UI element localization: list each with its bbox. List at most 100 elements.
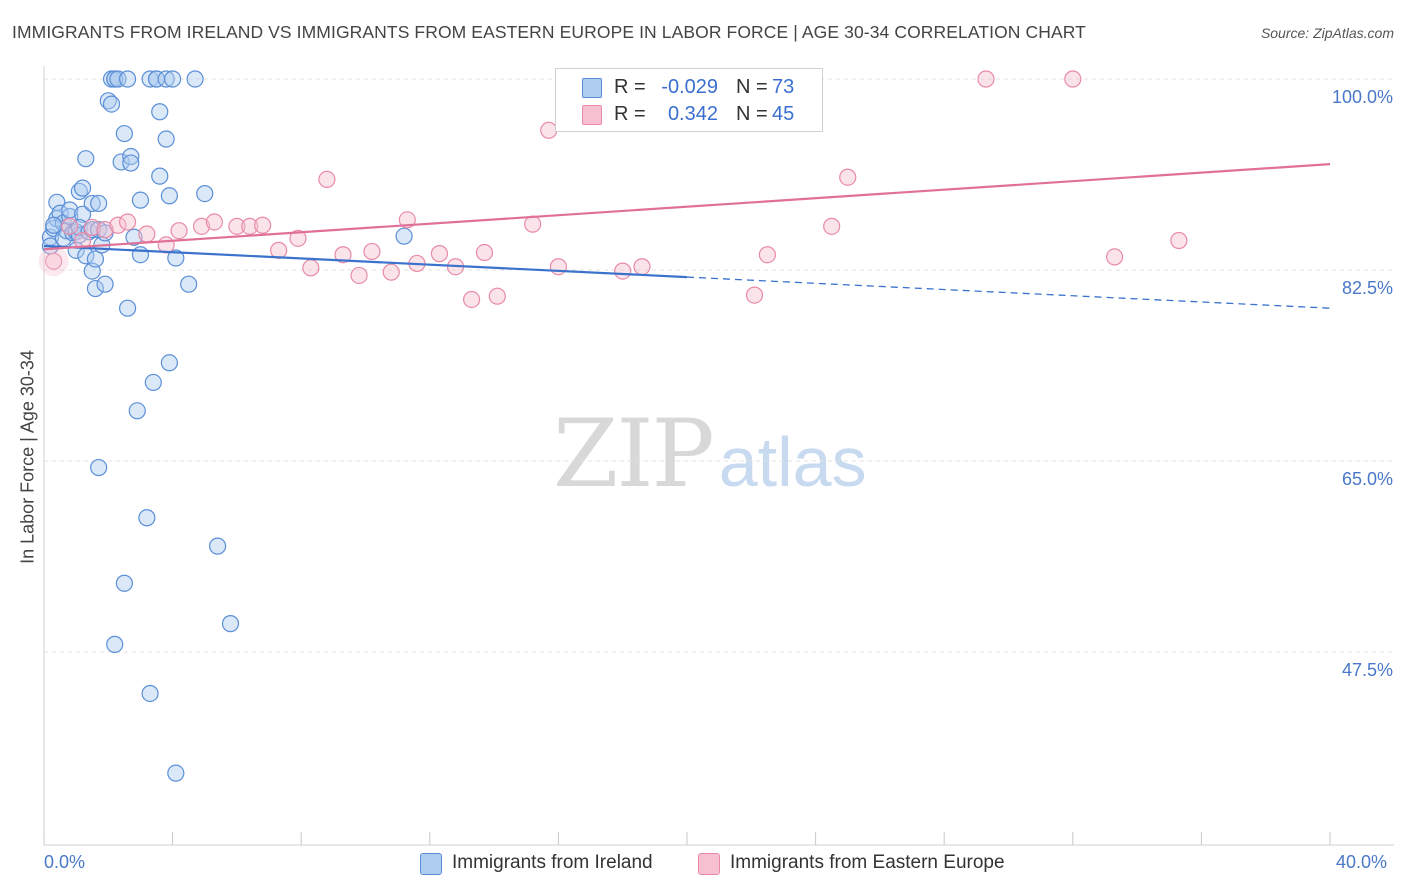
- eastern-europe-point: [318, 170, 336, 189]
- gridlines: [44, 78, 1394, 653]
- ireland-point: [118, 299, 137, 317]
- ireland-point: [109, 70, 127, 88]
- ireland-point: [115, 574, 133, 592]
- eastern-europe-point: [462, 290, 481, 309]
- legend-r-label: R =: [614, 103, 646, 125]
- ireland-point: [144, 373, 162, 392]
- eastern-europe-point: [823, 217, 841, 235]
- axes: [43, 66, 1394, 846]
- legend-row-eastern-europe: R = 0.342 N = 45: [556, 101, 822, 127]
- x-tick-label-max: 40.0%: [1336, 852, 1388, 872]
- eastern-europe-point: [109, 216, 127, 234]
- trend-line-ireland: [43, 244, 688, 279]
- ireland-point: [48, 193, 66, 211]
- ireland-point: [160, 354, 178, 372]
- ireland-point: [70, 182, 88, 201]
- ireland-point: [151, 103, 169, 121]
- x-tick-label-min: 0.0%: [44, 852, 86, 872]
- ireland-point: [90, 458, 108, 477]
- eastern-europe-point: [334, 246, 352, 264]
- eastern-europe-point: [488, 287, 506, 305]
- ireland-point: [196, 185, 214, 203]
- ireland-point: [128, 402, 146, 420]
- legend-label-eastern-europe: Immigrants from Eastern Europe: [730, 852, 1005, 873]
- eastern-europe-point: [977, 70, 995, 88]
- eastern-europe-point: [614, 262, 632, 280]
- eastern-europe-point: [350, 266, 368, 285]
- ireland-point: [61, 207, 79, 226]
- eastern-europe-point: [363, 242, 381, 261]
- legend-n-label: N =: [736, 103, 768, 125]
- eastern-europe-point: [633, 258, 651, 276]
- ireland-point: [157, 130, 175, 148]
- eastern-europe-point-large: [38, 246, 69, 277]
- ireland-point: [131, 246, 150, 264]
- eastern-europe-point: [1105, 248, 1124, 266]
- eastern-europe-point: [745, 286, 764, 304]
- source-label: Source: ZipAtlas.com: [1260, 25, 1394, 41]
- series-ireland-points: [41, 70, 413, 782]
- eastern-europe-point: [96, 221, 114, 239]
- ireland-point: [131, 191, 150, 209]
- trend-line-eastern-europe: [43, 163, 1331, 251]
- ireland-point: [141, 684, 159, 703]
- legend-swatch-ireland: [582, 78, 602, 98]
- eastern-europe-point: [241, 217, 259, 235]
- eastern-europe-point: [549, 258, 568, 276]
- ireland-point: [157, 70, 175, 88]
- eastern-europe-point: [228, 217, 246, 235]
- legend-r-value: 0.342: [667, 103, 718, 125]
- eastern-europe-point: [430, 245, 449, 263]
- legend-swatch-eastern-europe: [582, 105, 602, 125]
- ireland-point: [125, 228, 143, 246]
- eastern-europe-point: [118, 213, 137, 231]
- ireland-point: [160, 187, 178, 205]
- eastern-europe-point: [254, 216, 272, 234]
- eastern-europe-point: [839, 168, 857, 186]
- ireland-point: [395, 227, 413, 245]
- eastern-europe-point: [157, 236, 175, 254]
- eastern-europe-point: [205, 213, 223, 231]
- legend-r-label: R =: [614, 76, 646, 98]
- eastern-europe-point: [192, 217, 211, 235]
- legend-n-value: 73: [772, 76, 795, 98]
- legend-r-value: -0.029: [661, 76, 718, 98]
- ireland-point: [99, 92, 117, 110]
- chart-title: IMMIGRANTS FROM IRELAND VS IMMIGRANTS FR…: [12, 22, 1086, 42]
- ireland-point: [102, 95, 121, 113]
- legend-swatch-eastern-europe: [698, 853, 720, 875]
- legend-label-ireland: Immigrants from Ireland: [452, 852, 653, 873]
- ireland-point: [45, 216, 63, 234]
- trend-line-ireland-extrapolated: [686, 276, 1331, 309]
- ireland-point: [73, 205, 92, 223]
- ireland-point: [106, 635, 124, 653]
- ireland-point: [138, 509, 156, 527]
- eastern-europe-point: [170, 222, 188, 240]
- eastern-europe-point: [61, 217, 79, 235]
- eastern-europe-point: [382, 263, 400, 281]
- ireland-point: [77, 150, 95, 168]
- eastern-europe-point: [475, 243, 494, 262]
- eastern-europe-point: [758, 246, 776, 264]
- ireland-point: [90, 194, 108, 213]
- ireland-point: [209, 537, 227, 555]
- eastern-europe-point: [1170, 231, 1188, 250]
- y-tick-labels: 100.0% 82.5% 65.0% 47.5%: [1332, 87, 1393, 680]
- y-tick-label: 65.0%: [1342, 469, 1393, 489]
- ireland-point: [180, 275, 198, 293]
- correlation-legend: R = -0.029 N = 73 R = 0.342 N = 45: [555, 68, 823, 132]
- ireland-point: [167, 249, 185, 267]
- ireland-point: [83, 194, 101, 213]
- ireland-point: [73, 179, 92, 197]
- legend-row-ireland: R = -0.029 N = 73: [556, 74, 822, 100]
- eastern-europe-point: [398, 211, 416, 229]
- ireland-point: [186, 70, 204, 88]
- eastern-europe-point: [289, 229, 307, 247]
- ireland-point: [164, 70, 182, 88]
- y-tick-label: 82.5%: [1342, 278, 1393, 298]
- eastern-europe-point: [1064, 70, 1082, 88]
- eastern-europe-point: [83, 218, 101, 237]
- ireland-point: [122, 154, 140, 172]
- eastern-europe-point: [45, 252, 63, 270]
